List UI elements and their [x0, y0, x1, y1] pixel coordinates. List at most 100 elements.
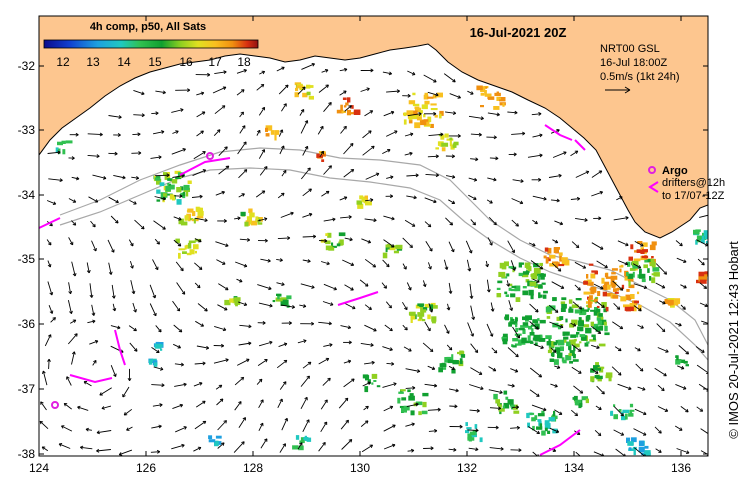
- current-arrow-head: [260, 422, 264, 427]
- current-arrow-head: [701, 349, 705, 353]
- sst-pixel: [277, 293, 280, 300]
- sst-pixel: [459, 358, 463, 364]
- argo-floats: [51, 152, 214, 409]
- sst-pixel: [274, 134, 277, 141]
- current-arrow: [217, 420, 227, 431]
- current-arrow-head: [243, 169, 248, 173]
- sst-pixel: [623, 304, 630, 308]
- current-arrow: [654, 426, 662, 434]
- current-arrow-head: [137, 132, 141, 137]
- sst-pixel: [511, 288, 518, 292]
- current-arrow-head: [299, 442, 303, 446]
- sst-pixel: [497, 280, 503, 284]
- sst-pixel: [522, 290, 529, 296]
- current-arrow: [108, 262, 112, 275]
- sst-pixel: [441, 367, 447, 370]
- current-arrow: [362, 145, 375, 156]
- current-arrow: [385, 301, 392, 309]
- sst-pixel: [175, 238, 180, 244]
- sst-pixel: [600, 319, 607, 325]
- sst-pixel: [563, 339, 567, 343]
- current-arrow-head: [48, 242, 52, 246]
- current-arrow-head: [543, 407, 547, 412]
- current-arrow-head: [41, 446, 46, 450]
- current-arrow: [238, 301, 247, 306]
- current-arrow-head: [367, 381, 371, 386]
- current-arrow: [96, 430, 112, 434]
- current-arrow: [633, 428, 647, 436]
- current-arrow: [487, 237, 493, 246]
- sst-pixel: [350, 112, 356, 115]
- current-arrow-head: [127, 377, 132, 382]
- current-arrow-head: [472, 221, 476, 226]
- current-arrow-head: [135, 176, 140, 180]
- current-arrow: [446, 175, 455, 178]
- sst-pixel: [629, 267, 636, 271]
- current-arrow-head: [514, 110, 518, 115]
- current-arrow-head: [389, 405, 394, 410]
- sst-pixel: [599, 325, 604, 331]
- current-arrow: [402, 237, 413, 248]
- drifter-track: [539, 429, 581, 456]
- sst-pixel: [437, 141, 440, 146]
- current-arrow: [527, 426, 540, 434]
- current-arrow: [256, 84, 265, 91]
- sst-pixel: [562, 359, 567, 364]
- current-arrow-head: [686, 450, 690, 455]
- current-arrow-head: [535, 326, 539, 330]
- current-arrow: [96, 449, 111, 452]
- sst-pixel: [476, 85, 483, 91]
- lon-tick-label: 130: [350, 461, 370, 475]
- current-arrow: [48, 359, 50, 370]
- sst-pixel: [604, 332, 610, 336]
- current-arrow-head: [371, 360, 375, 365]
- sst-pixel: [385, 244, 392, 248]
- current-arrow: [111, 284, 115, 299]
- current-arrow: [217, 304, 228, 311]
- current-arrow-head: [572, 323, 577, 327]
- current-arrow: [196, 92, 204, 96]
- sst-pixel: [276, 293, 282, 296]
- current-arrow-head: [552, 448, 557, 453]
- sst-pixel: [683, 360, 688, 364]
- current-arrow: [154, 196, 166, 200]
- current-arrow-head: [489, 200, 493, 204]
- current-arrow: [195, 320, 204, 327]
- current-arrow: [485, 260, 489, 267]
- current-arrow-head: [74, 333, 78, 337]
- sst-pixel: [632, 306, 637, 312]
- current-arrow: [506, 280, 510, 287]
- current-arrow-head: [600, 285, 604, 290]
- sst-pixel: [167, 183, 170, 186]
- current-arrow-head: [387, 148, 391, 153]
- sst-pixel: [574, 399, 582, 406]
- sst-pixel: [409, 393, 414, 397]
- current-arrow: [108, 196, 119, 203]
- sst-pixel: [625, 294, 631, 300]
- current-arrow-head: [238, 401, 242, 405]
- current-arrow: [152, 404, 163, 407]
- current-arrow-head: [600, 246, 604, 250]
- current-arrow: [595, 405, 602, 410]
- sst-pixel: [553, 341, 558, 346]
- current-arrow-head: [329, 343, 333, 347]
- sst-pixel: [572, 354, 576, 359]
- current-arrow-head: [269, 340, 273, 345]
- sst-pixel: [508, 322, 512, 327]
- current-arrow: [40, 401, 47, 411]
- current-arrow: [237, 141, 247, 155]
- current-arrow: [675, 240, 683, 247]
- sst-pixel: [339, 239, 344, 246]
- sst-pixel: [539, 262, 543, 266]
- sst-pixel: [555, 340, 559, 344]
- current-arrow: [425, 240, 433, 252]
- current-arrow: [365, 173, 380, 180]
- current-arrow: [402, 301, 408, 310]
- current-arrow-head: [131, 290, 136, 295]
- sst-pixel: [160, 196, 166, 200]
- current-arrow-head: [440, 132, 444, 137]
- sst-pixel: [541, 282, 546, 285]
- current-arrow: [110, 215, 119, 224]
- current-arrow: [406, 282, 412, 291]
- current-arrow-head: [409, 132, 414, 137]
